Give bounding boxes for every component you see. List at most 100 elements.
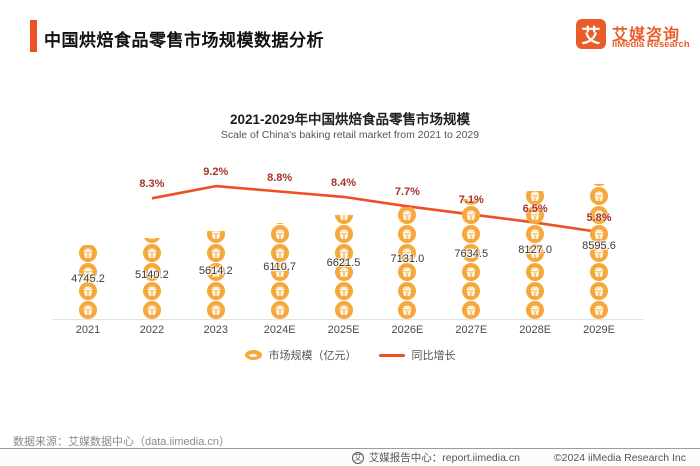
cupcake-icon <box>590 243 608 262</box>
value-label-2022: 5140.2 <box>135 269 169 282</box>
cupcake-icon <box>270 281 289 300</box>
cupcake-icon <box>398 262 417 281</box>
value-label-2028E: 8127.0 <box>518 244 552 257</box>
data-source-note: 数据来源：艾媒数据中心（data.iimedia.cn） <box>13 436 230 448</box>
cupcake-icon <box>270 300 289 319</box>
chart-legend: 市场规模（亿元） 同比增长 <box>0 347 700 363</box>
cupcake-icon <box>334 300 353 319</box>
title-accent-bar <box>30 20 37 52</box>
bar-2028E <box>526 191 545 319</box>
value-label-2023: 5614.2 <box>198 265 233 278</box>
x-tick-2028E: 2028E <box>519 324 552 336</box>
cupcake-icon <box>590 186 608 205</box>
logo-name-cn: 艾媒咨询 <box>612 27 681 44</box>
iimedia-logo-icon: 艾 <box>576 19 606 49</box>
cupcake-icon <box>526 191 545 205</box>
logo-mark: 艾 <box>581 25 601 47</box>
bar-2029E <box>590 184 608 319</box>
legend-label-market-size: 市场规模（亿元） <box>268 350 357 362</box>
cupcake-icon <box>590 224 608 243</box>
cupcake-icon <box>526 243 545 262</box>
x-tick-2026E: 2026E <box>391 324 424 336</box>
x-tick-2021: 2021 <box>75 324 101 336</box>
cupcake-icon <box>334 262 353 281</box>
cupcake-icon <box>398 300 417 319</box>
cupcake-icon <box>462 224 481 243</box>
bar-2026E <box>398 207 417 319</box>
growth-label-2026E: 7.7% <box>394 186 420 199</box>
cupcake-icon <box>462 199 480 205</box>
cupcake-icon <box>593 184 605 186</box>
cupcake-icon <box>142 300 161 319</box>
value-label-2027E: 7634.5 <box>454 248 489 261</box>
value-label-2025E: 6621.5 <box>326 256 361 269</box>
x-tick-2023: 2023 <box>203 324 228 336</box>
cupcake-icon <box>206 300 225 319</box>
cupcake-icon <box>462 205 481 224</box>
bar-2027E <box>462 199 481 319</box>
cupcake-icon <box>142 281 161 300</box>
cupcake-icon <box>334 215 353 224</box>
legend-item-growth: 同比增长 <box>378 347 456 363</box>
x-tick-2025E: 2025E <box>327 324 360 336</box>
x-tick-2024E: 2024E <box>263 324 296 336</box>
growth-label-2028E: 6.5% <box>522 202 548 215</box>
report-center-text: 艾媒报告中心：report.iimedia.cn <box>368 452 520 464</box>
footer-divider <box>0 448 700 449</box>
chart-title: 2021-2029年中国烘焙食品零售市场规模 <box>229 112 471 127</box>
growth-label-2025E: 8.4% <box>330 176 357 189</box>
cupcake-icon <box>590 262 608 281</box>
cupcake-icon <box>462 281 481 300</box>
cupcake-icon <box>275 223 284 224</box>
cupcake-icon <box>462 300 481 319</box>
growth-label-2029E: 5.8% <box>586 212 612 224</box>
bar-2025E <box>334 215 353 319</box>
value-label-2021: 4745.2 <box>71 272 105 285</box>
cupcake-icon <box>270 262 289 281</box>
cupcake-icon <box>270 243 289 262</box>
footer-bar: 艾 艾媒报告中心：report.iimedia.cn ©2024 iiMedia… <box>0 449 700 466</box>
growth-label-2022: 8.3% <box>139 178 165 191</box>
cupcake-icon <box>526 300 545 319</box>
cupcake-icon <box>79 262 97 281</box>
x-tick-2027E: 2027E <box>455 324 488 336</box>
cupcake-icon <box>79 300 97 319</box>
growth-label-2024E: 8.8% <box>267 171 293 184</box>
cupcake-icon <box>398 207 417 224</box>
x-tick-2022: 2022 <box>139 324 165 336</box>
cupcake-icon <box>270 224 289 243</box>
cupcake-icon <box>206 281 225 300</box>
cupcake-icon <box>590 281 608 300</box>
cupcake-icon <box>206 230 225 243</box>
legend-label-growth: 同比增长 <box>411 350 456 362</box>
cupcake-icon <box>334 224 353 243</box>
cupcake-icon <box>334 281 353 300</box>
copyright-text: ©2024 iiMedia Research Inc <box>553 451 686 464</box>
cupcake-icon <box>79 244 97 262</box>
cupcake-icon <box>462 262 481 281</box>
cupcake-icon <box>142 262 161 281</box>
growth-label-2023: 9.2% <box>203 166 229 179</box>
growth-line-marker-icon <box>378 353 405 357</box>
bar-2022 <box>142 238 161 319</box>
cupcake-icon <box>398 224 417 243</box>
page-title: 中国烘焙食品零售市场规模数据分析 <box>44 31 324 50</box>
cupcake-icon <box>526 224 545 243</box>
x-axis-line <box>52 319 644 320</box>
cupcake-icon <box>526 205 545 224</box>
value-label-2024E: 6110.7 <box>263 261 297 274</box>
cupcake-icon <box>462 243 481 262</box>
chart-subtitle: Scale of China's baking retail market fr… <box>220 129 480 141</box>
bar-2023 <box>206 230 225 319</box>
value-label-2026E: 7131.0 <box>390 252 425 265</box>
iimedia-badge-icon: 艾 <box>351 451 364 464</box>
cupcake-icon <box>398 243 417 262</box>
legend-item-market-size: 市场规模（亿元） <box>244 347 357 363</box>
cupcake-icon <box>526 262 545 281</box>
cupcake-icon <box>334 243 353 262</box>
cupcake-icon <box>398 281 417 300</box>
cupcake-icon <box>142 243 161 262</box>
